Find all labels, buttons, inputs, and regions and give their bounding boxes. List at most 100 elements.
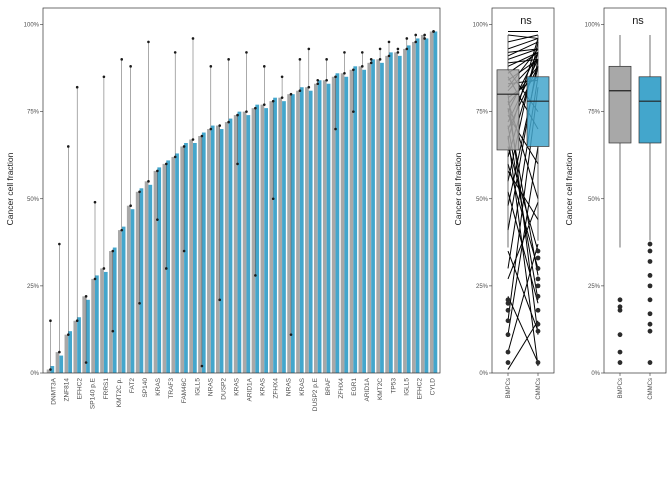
outlier-point <box>505 349 511 355</box>
ccf-point <box>138 302 141 305</box>
variant-x-label: ARID1A <box>247 377 254 401</box>
panel2-ylabel: Cancer cell fraction <box>453 152 463 225</box>
bar-cmmc <box>362 69 367 374</box>
outlier-point <box>647 297 653 303</box>
bar-bmpc <box>117 230 122 373</box>
ccf-point <box>164 162 168 166</box>
ccf-point <box>352 110 355 113</box>
ccf-point <box>84 361 88 364</box>
ccf-point <box>209 127 213 131</box>
variant-x-label: EFHC2 <box>416 378 423 400</box>
box-body <box>496 69 520 151</box>
ccf-point <box>111 329 115 333</box>
panel1-ylabel: Cancer cell fraction <box>5 152 15 225</box>
ccf-point <box>129 65 132 68</box>
ccf-point <box>173 155 177 159</box>
bar-bmpc <box>278 97 283 373</box>
ccf-point <box>66 333 70 336</box>
ccf-point <box>245 110 248 113</box>
variant-x-label: KRAS <box>299 377 306 395</box>
bar-cmmc <box>201 132 206 373</box>
panel2-ytick-label: 75% <box>476 110 489 116</box>
variant-x-label: DUSP2 <box>220 378 227 400</box>
bar-cmmc <box>112 247 117 373</box>
variant-x-label: EGR1 <box>351 378 358 396</box>
bar-cmmc <box>95 275 99 373</box>
panel3-y-ticks: 0% 25% 50% 75% 100% <box>585 23 604 377</box>
ccf-point <box>280 96 284 99</box>
bar-cmmc <box>210 125 215 373</box>
box-x-label: BMPCs <box>506 378 512 398</box>
ccf-point <box>298 58 302 61</box>
bar-cmmc <box>59 355 64 373</box>
ccf-point <box>369 58 373 61</box>
ccf-point <box>111 249 115 253</box>
outlier-point <box>505 300 511 306</box>
ccf-point <box>102 75 106 79</box>
variant-x-label: SP140 p.E <box>90 377 97 409</box>
outlier-point <box>535 266 541 271</box>
outlier-point <box>617 332 623 338</box>
ccf-point <box>369 61 373 65</box>
bar-bmpc <box>82 296 87 373</box>
ccf-point <box>307 47 311 51</box>
ccf-point <box>289 92 293 96</box>
bar-bmpc <box>180 146 185 373</box>
panel1-y-ticks: 0% 25% 50% 75% 100% <box>24 23 43 377</box>
panel2-ytick-label: 25% <box>476 284 489 290</box>
outlier-point <box>535 248 541 254</box>
bar-bmpc <box>287 94 291 373</box>
outlier-point <box>505 307 511 313</box>
outlier-point <box>647 273 653 278</box>
outlier-point <box>535 283 541 289</box>
outlier-point <box>617 307 623 313</box>
bar-cmmc <box>166 160 171 373</box>
outlier-point <box>647 248 653 254</box>
ccf-point <box>173 51 177 54</box>
ccf-point <box>200 134 204 138</box>
ccf-point <box>236 113 239 117</box>
variant-x-label: CYLD <box>429 378 436 396</box>
ccf-point <box>360 65 364 68</box>
ccf-point <box>378 47 382 51</box>
bar-cmmc <box>50 366 55 373</box>
paired-line <box>507 146 539 252</box>
ccf-point <box>254 274 257 277</box>
ccf-point <box>262 103 266 106</box>
ccf-point <box>58 242 61 246</box>
ccf-point <box>209 65 213 68</box>
ccf-point <box>75 319 79 323</box>
bar-cmmc <box>282 101 286 374</box>
bar-cmmc <box>139 188 144 373</box>
ccf-point <box>49 319 52 323</box>
ccf-point <box>343 51 346 54</box>
bar-cmmc <box>433 31 438 373</box>
ccf-point <box>200 364 204 368</box>
ccf-point <box>414 40 418 44</box>
variant-x-label: IGLL5 <box>194 378 201 396</box>
panel2-marks <box>496 30 550 370</box>
ccf-point <box>405 37 409 40</box>
paired-line <box>507 243 539 353</box>
bar-bmpc <box>162 163 167 373</box>
ccf-point <box>325 78 328 82</box>
ccf-point <box>138 190 141 194</box>
variant-ccf-panel: Cancer cell fraction 0% 25% 50% 75% 100% DNM… <box>5 7 441 411</box>
variant-x-label: FAM46C <box>181 378 188 404</box>
bar-bmpc <box>64 334 69 373</box>
paired-line <box>507 48 539 53</box>
ccf-point <box>93 200 97 204</box>
ccf-point <box>414 33 418 37</box>
ccf-point <box>227 120 230 124</box>
paired-line <box>507 202 539 280</box>
paired-line <box>507 58 539 64</box>
panel3-ytick-label: 100% <box>585 23 601 29</box>
panel2-ytick-label: 0% <box>479 371 488 377</box>
outlier-point <box>535 307 541 313</box>
variant-x-label: ZFHX4 <box>338 378 345 399</box>
bar-cmmc <box>175 153 179 373</box>
bar-bmpc <box>322 80 327 373</box>
paired-line <box>507 170 539 220</box>
box-x-label: CMMCs <box>536 378 542 400</box>
bar-bmpc <box>91 278 95 373</box>
